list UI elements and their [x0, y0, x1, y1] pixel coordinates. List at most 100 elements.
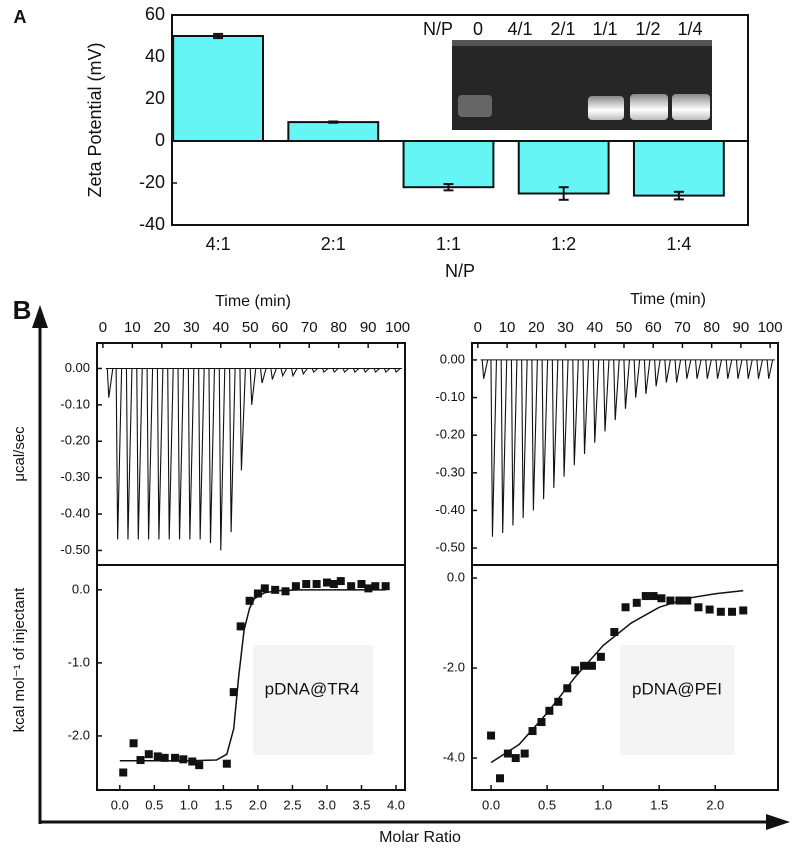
- y-tick-label: 60: [145, 4, 165, 24]
- bar: [402, 140, 495, 189]
- annotation-box: [253, 645, 373, 755]
- data-point: [236, 622, 245, 631]
- injection-peak: [321, 368, 329, 374]
- data-point: [312, 579, 321, 588]
- injection-peak: [490, 359, 498, 537]
- x-axis-label: Time (min): [630, 291, 706, 308]
- injection-peak: [177, 368, 185, 540]
- data-point: [153, 752, 162, 761]
- data-point: [545, 706, 554, 715]
- injection-peak: [167, 368, 174, 540]
- x-tick-label: 1:4: [666, 234, 691, 254]
- data-point: [381, 582, 390, 591]
- injection-peak: [218, 368, 226, 551]
- x-axis-label: Time (min): [215, 293, 291, 310]
- data-point: [357, 579, 366, 588]
- y-tick-label: -1.0: [68, 654, 90, 669]
- injection-peak: [684, 359, 692, 379]
- data-point: [260, 584, 269, 593]
- chart-thermogram: 0.00 -0.10 -0.20 -0.30 -0.40 -0.50 Time (min) 0…: [435, 291, 783, 566]
- x-tick-label: 90: [733, 319, 750, 336]
- data-point: [129, 739, 138, 748]
- injection-peak: [725, 359, 733, 379]
- plot-frame: [471, 564, 779, 791]
- injection-peak: [270, 368, 277, 380]
- x-tick-label: 3.0: [318, 797, 336, 812]
- x-tick-label: 0.5: [538, 797, 556, 812]
- data-point: [364, 584, 373, 593]
- data-point: [554, 697, 563, 706]
- y-tick-label: 0.00: [65, 360, 90, 375]
- gel-lane-label: 4/1: [507, 19, 532, 39]
- injection-peak: [551, 359, 559, 488]
- injection-peak: [115, 368, 123, 540]
- data-point: [580, 661, 589, 670]
- chart-thermogram: B 0.00 -0.10 -0.20 -0.30 -0.40 -0.50 μcal/sec Ti…: [11, 293, 410, 566]
- y-tick-label: -20: [139, 172, 165, 192]
- data-point: [271, 585, 280, 594]
- data-point: [610, 628, 619, 637]
- injection-peak: [510, 359, 518, 526]
- data-point: [649, 592, 658, 601]
- x-tick-label: 2:1: [321, 234, 346, 254]
- x-tick-label: 1:2: [551, 234, 576, 254]
- injection-peak: [229, 368, 236, 533]
- plot-frame: [471, 342, 779, 566]
- gel-lane-label: 2/1: [550, 19, 575, 39]
- x-tick-label: 1.5: [214, 797, 232, 812]
- y-tick-label: -0.30: [435, 464, 465, 479]
- injection-peak: [531, 359, 538, 511]
- injection-peak: [541, 359, 549, 500]
- y-tick-label: -0.40: [435, 502, 465, 517]
- injection-peak: [136, 368, 143, 540]
- annotation: pDNA@PEI: [632, 679, 722, 698]
- injection-peak: [572, 359, 579, 466]
- injection-peak: [613, 359, 620, 421]
- bar: [517, 140, 610, 195]
- injection-peak: [342, 368, 349, 374]
- data-point: [336, 577, 345, 586]
- data-point: [171, 753, 180, 762]
- injection-peak: [582, 359, 590, 455]
- data-point: [716, 607, 725, 616]
- injection-peak: [198, 368, 205, 540]
- x-tick-label: 0: [99, 319, 107, 336]
- x-tick-label: 20: [153, 319, 170, 336]
- injection-peak: [756, 359, 763, 379]
- y-tick-label: -40: [139, 214, 165, 234]
- data-point: [302, 579, 311, 588]
- y-tick-label: 0.0: [72, 581, 90, 596]
- data-point: [596, 652, 605, 661]
- data-point: [641, 592, 650, 601]
- x-tick-label: 10: [499, 319, 516, 336]
- x-tick-label: 0.5: [145, 797, 163, 812]
- injection-peak: [735, 359, 743, 379]
- injection-peak: [208, 368, 216, 544]
- data-point: [119, 768, 128, 777]
- data-point: [179, 755, 188, 764]
- y-tick-label: -0.10: [435, 389, 465, 404]
- data-point: [657, 594, 666, 603]
- injection-peak: [373, 368, 380, 374]
- injection-peak: [106, 368, 114, 398]
- injection-peak: [363, 368, 370, 374]
- injection-peak: [654, 359, 661, 387]
- data-point: [675, 596, 684, 605]
- data-point: [537, 718, 546, 727]
- x-tick-label: 2.5: [283, 797, 301, 812]
- x-tick-label: 80: [330, 319, 347, 336]
- annotation: pDNA@TR4: [265, 679, 360, 698]
- y-axis-label: kcal mol⁻¹ of injectant: [11, 587, 28, 732]
- injection-peak: [746, 359, 753, 379]
- data-point: [253, 589, 262, 598]
- x-axis-label: N/P: [445, 261, 475, 281]
- bar: [287, 121, 380, 142]
- data-point: [371, 582, 380, 591]
- x-tick-label: 100: [758, 319, 783, 336]
- y-tick-label: 20: [145, 88, 165, 108]
- gel-lane-label: 1/1: [592, 19, 617, 39]
- injection-peak: [643, 359, 651, 394]
- data-point: [705, 605, 714, 614]
- injection-peak: [156, 368, 164, 540]
